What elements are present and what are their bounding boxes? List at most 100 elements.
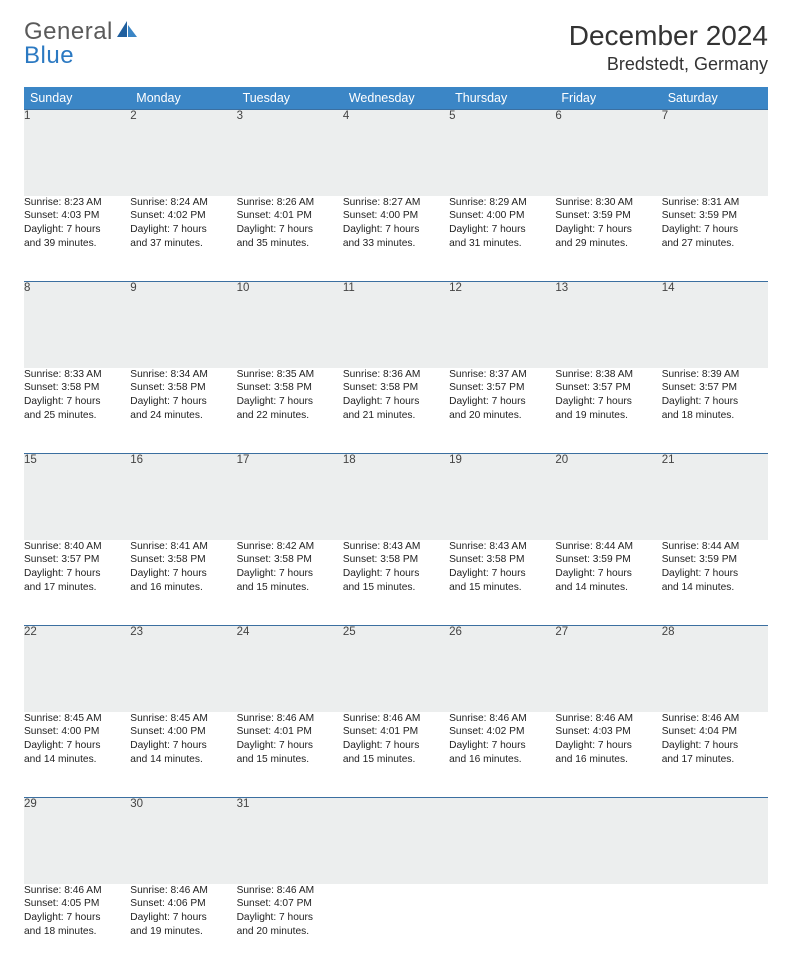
sunrise-text: Sunrise: 8:29 AM <box>449 196 555 210</box>
week-daynum-row: 891011121314 <box>24 282 768 368</box>
logo-word-blue: Blue <box>24 42 74 69</box>
day-cell: Sunrise: 8:44 AMSunset: 3:59 PMDaylight:… <box>555 540 661 626</box>
daylight-line2: and 15 minutes. <box>343 581 449 595</box>
daylight-line1: Daylight: 7 hours <box>237 223 343 237</box>
day-cell: Sunrise: 8:46 AMSunset: 4:02 PMDaylight:… <box>449 712 555 798</box>
day-number: 22 <box>24 626 130 712</box>
day-cell: Sunrise: 8:41 AMSunset: 3:58 PMDaylight:… <box>130 540 236 626</box>
title-block: December 2024 Bredstedt, Germany <box>569 20 768 75</box>
sunset-text: Sunset: 4:00 PM <box>130 725 236 739</box>
daylight-line2: and 18 minutes. <box>24 925 130 939</box>
daylight-line2: and 35 minutes. <box>237 237 343 251</box>
day-cell: Sunrise: 8:43 AMSunset: 3:58 PMDaylight:… <box>343 540 449 626</box>
sunset-text: Sunset: 3:57 PM <box>449 381 555 395</box>
daylight-line1: Daylight: 7 hours <box>343 567 449 581</box>
sunrise-text: Sunrise: 8:46 AM <box>343 712 449 726</box>
day-number: 30 <box>130 798 236 884</box>
day-number: 20 <box>555 454 661 540</box>
daylight-line2: and 15 minutes. <box>237 753 343 767</box>
day-cell: Sunrise: 8:27 AMSunset: 4:00 PMDaylight:… <box>343 196 449 282</box>
empty-daynum <box>449 798 555 884</box>
location-label: Bredstedt, Germany <box>569 54 768 75</box>
daylight-line1: Daylight: 7 hours <box>662 395 768 409</box>
daylight-line2: and 16 minutes. <box>449 753 555 767</box>
daylight-line1: Daylight: 7 hours <box>449 739 555 753</box>
day-number: 12 <box>449 282 555 368</box>
daylight-line1: Daylight: 7 hours <box>237 567 343 581</box>
day-cell: Sunrise: 8:46 AMSunset: 4:07 PMDaylight:… <box>237 884 343 970</box>
daylight-line1: Daylight: 7 hours <box>343 739 449 753</box>
daylight-line2: and 17 minutes. <box>24 581 130 595</box>
daylight-line2: and 16 minutes. <box>555 753 661 767</box>
day-cell: Sunrise: 8:37 AMSunset: 3:57 PMDaylight:… <box>449 368 555 454</box>
week-body-row: Sunrise: 8:23 AMSunset: 4:03 PMDaylight:… <box>24 196 768 282</box>
sunset-text: Sunset: 3:59 PM <box>555 553 661 567</box>
sunrise-text: Sunrise: 8:42 AM <box>237 540 343 554</box>
sunrise-text: Sunrise: 8:46 AM <box>24 884 130 898</box>
day-number: 5 <box>449 110 555 196</box>
weekday-saturday: Saturday <box>662 87 768 110</box>
day-cell: Sunrise: 8:31 AMSunset: 3:59 PMDaylight:… <box>662 196 768 282</box>
day-cell: Sunrise: 8:26 AMSunset: 4:01 PMDaylight:… <box>237 196 343 282</box>
daylight-line2: and 18 minutes. <box>662 409 768 423</box>
sunrise-text: Sunrise: 8:34 AM <box>130 368 236 382</box>
day-number: 21 <box>662 454 768 540</box>
day-cell: Sunrise: 8:46 AMSunset: 4:03 PMDaylight:… <box>555 712 661 798</box>
day-cell: Sunrise: 8:46 AMSunset: 4:04 PMDaylight:… <box>662 712 768 798</box>
sunset-text: Sunset: 4:05 PM <box>24 897 130 911</box>
logo-word-general: General <box>24 18 113 45</box>
day-cell: Sunrise: 8:45 AMSunset: 4:00 PMDaylight:… <box>24 712 130 798</box>
day-number: 8 <box>24 282 130 368</box>
sunset-text: Sunset: 4:04 PM <box>662 725 768 739</box>
daylight-line1: Daylight: 7 hours <box>130 223 236 237</box>
daylight-line2: and 33 minutes. <box>343 237 449 251</box>
day-cell: Sunrise: 8:24 AMSunset: 4:02 PMDaylight:… <box>130 196 236 282</box>
day-number: 23 <box>130 626 236 712</box>
empty-day-cell <box>449 884 555 970</box>
daylight-line1: Daylight: 7 hours <box>24 223 130 237</box>
daylight-line1: Daylight: 7 hours <box>555 223 661 237</box>
daylight-line2: and 19 minutes. <box>130 925 236 939</box>
daylight-line2: and 20 minutes. <box>449 409 555 423</box>
daylight-line2: and 15 minutes. <box>343 753 449 767</box>
day-number: 7 <box>662 110 768 196</box>
sunset-text: Sunset: 3:58 PM <box>449 553 555 567</box>
day-cell: Sunrise: 8:40 AMSunset: 3:57 PMDaylight:… <box>24 540 130 626</box>
weekday-tuesday: Tuesday <box>237 87 343 110</box>
week-daynum-row: 1234567 <box>24 110 768 196</box>
sunrise-text: Sunrise: 8:40 AM <box>24 540 130 554</box>
sunrise-text: Sunrise: 8:31 AM <box>662 196 768 210</box>
day-number: 31 <box>237 798 343 884</box>
week-body-row: Sunrise: 8:33 AMSunset: 3:58 PMDaylight:… <box>24 368 768 454</box>
day-cell: Sunrise: 8:42 AMSunset: 3:58 PMDaylight:… <box>237 540 343 626</box>
daylight-line2: and 31 minutes. <box>449 237 555 251</box>
daylight-line1: Daylight: 7 hours <box>237 739 343 753</box>
sunrise-text: Sunrise: 8:46 AM <box>555 712 661 726</box>
week-daynum-row: 22232425262728 <box>24 626 768 712</box>
week-body-row: Sunrise: 8:40 AMSunset: 3:57 PM Daylight:… <box>24 540 768 626</box>
sunset-text: Sunset: 3:57 PM <box>24 553 130 567</box>
sunrise-text: Sunrise: 8:44 AM <box>555 540 661 554</box>
day-number: 16 <box>130 454 236 540</box>
sunset-text: Sunset: 4:06 PM <box>130 897 236 911</box>
week-daynum-row: 15161718192021 <box>24 454 768 540</box>
day-cell: Sunrise: 8:46 AMSunset: 4:06 PMDaylight:… <box>130 884 236 970</box>
day-cell: Sunrise: 8:34 AMSunset: 3:58 PMDaylight:… <box>130 368 236 454</box>
sunrise-text: Sunrise: 8:24 AM <box>130 196 236 210</box>
daylight-line2: and 14 minutes. <box>662 581 768 595</box>
sunset-text: Sunset: 4:01 PM <box>343 725 449 739</box>
sunset-text: Sunset: 3:57 PM <box>555 381 661 395</box>
sunset-text: Sunset: 3:58 PM <box>343 553 449 567</box>
daylight-line1: Daylight: 7 hours <box>130 739 236 753</box>
empty-daynum <box>555 798 661 884</box>
daylight-line1: Daylight: 7 hours <box>449 223 555 237</box>
day-cell: Sunrise: 8:39 AMSunset: 3:57 PMDaylight:… <box>662 368 768 454</box>
day-cell: Sunrise: 8:45 AMSunset: 4:00 PMDaylight:… <box>130 712 236 798</box>
sunset-text: Sunset: 3:57 PM <box>662 381 768 395</box>
day-number: 2 <box>130 110 236 196</box>
weekday-monday: Monday <box>130 87 236 110</box>
daylight-line1: Daylight: 7 hours <box>24 739 130 753</box>
daylight-line2: and 19 minutes. <box>555 409 661 423</box>
sunset-text: Sunset: 4:03 PM <box>24 209 130 223</box>
daylight-line2: and 17 minutes. <box>662 753 768 767</box>
